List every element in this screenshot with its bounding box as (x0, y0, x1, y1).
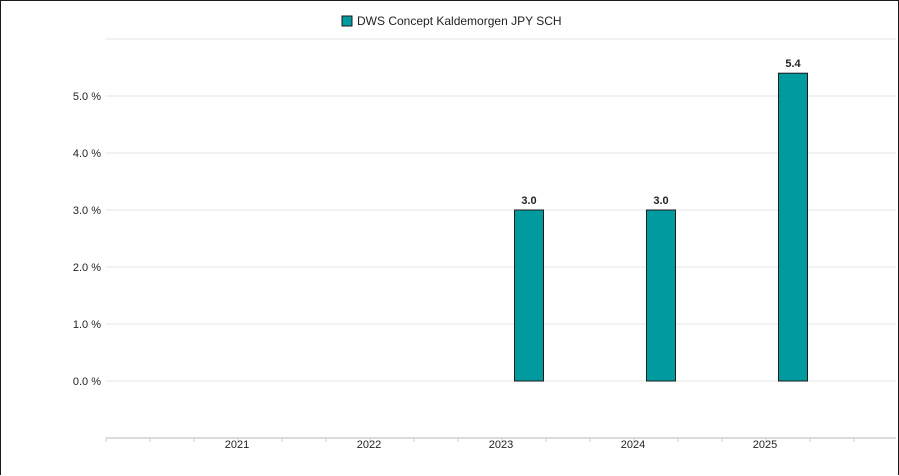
bar-2025 (778, 72, 808, 382)
legend[interactable]: DWS Concept Kaldemorgen JPY SCH (341, 14, 562, 28)
legend-swatch (341, 15, 353, 27)
data-label: 3.0 (653, 195, 668, 207)
x-tick-label: 2025 (753, 439, 777, 451)
x-tick-label: 2022 (357, 439, 381, 451)
y-tick-label: 4.0 % (73, 148, 101, 160)
bar-2024 (646, 209, 676, 382)
y-tick-label: 5.0 % (73, 91, 101, 103)
y-tick-label: 1.0 % (73, 319, 101, 331)
y-tick-label: 0.0 % (73, 376, 101, 388)
x-tick-label: 2023 (489, 439, 513, 451)
y-tick-label: 2.0 % (73, 262, 101, 274)
y-tick-label: 3.0 % (73, 205, 101, 217)
x-tick-label: 2021 (225, 439, 249, 451)
data-label: 3.0 (521, 195, 536, 207)
grid-lines (106, 38, 896, 439)
data-label: 5.4 (785, 58, 801, 70)
x-axis: 2021 2022 2023 2024 2025 (105, 437, 896, 451)
x-tick-label: 2024 (621, 439, 645, 451)
bars (514, 72, 808, 382)
y-axis-ticks: 0.0 % 1.0 % 2.0 % 3.0 % 4.0 % 5.0 % (73, 91, 101, 388)
data-labels: 3.0 3.0 5.4 (521, 58, 801, 207)
legend-label: DWS Concept Kaldemorgen JPY SCH (357, 14, 562, 28)
bar-2023 (514, 209, 544, 382)
